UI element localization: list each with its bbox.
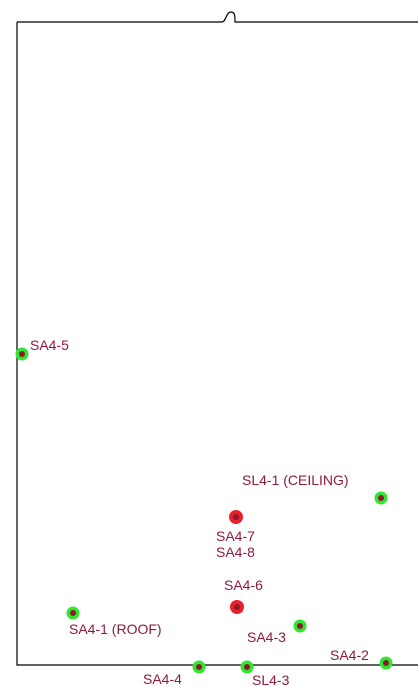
sample-point [66, 606, 80, 620]
point-label: SA4-2 [330, 647, 369, 663]
sample-point [374, 491, 388, 505]
sample-point [15, 347, 29, 361]
sample-point [240, 660, 254, 674]
sample-point [229, 510, 243, 524]
point-label: SA4-4 [143, 671, 182, 686]
point-label: SA4-7 [216, 528, 255, 544]
point-label: SA4-6 [224, 577, 263, 593]
point-label: SL4-3 [252, 672, 290, 686]
sample-point [230, 600, 244, 614]
point-label: SA4-8 [216, 544, 255, 560]
point-label: SA4-1 (ROOF) [69, 621, 162, 637]
sample-point [192, 660, 206, 674]
point-label: SL4-1 (CEILING) [242, 472, 349, 488]
sample-point [379, 656, 393, 670]
sample-point [293, 619, 307, 633]
building-outline [16, 11, 418, 666]
point-label: SA4-5 [30, 337, 69, 353]
point-label: SA4-3 [247, 629, 286, 645]
